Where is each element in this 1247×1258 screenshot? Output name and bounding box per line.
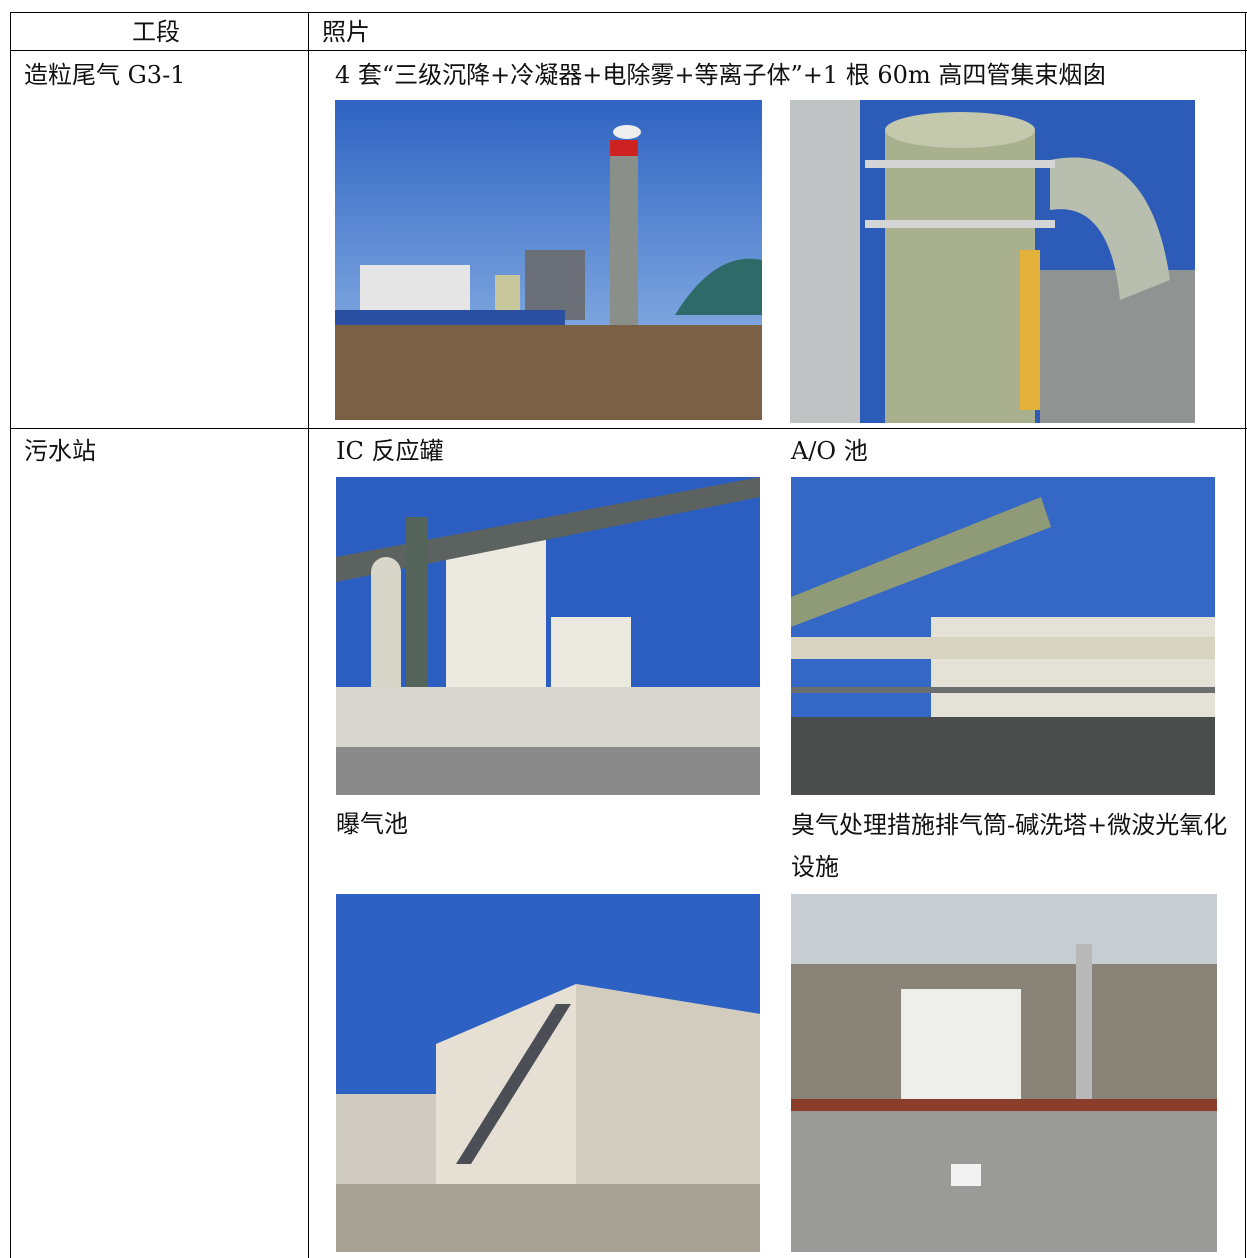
photo bbox=[335, 100, 762, 420]
photo bbox=[791, 477, 1215, 795]
photo-caption: 曝气池 bbox=[336, 810, 408, 838]
border-left bbox=[10, 12, 11, 1258]
photo bbox=[336, 477, 760, 795]
section-label: 污水站 bbox=[24, 437, 96, 465]
border-row bbox=[10, 428, 1247, 429]
border-header bbox=[10, 50, 1247, 51]
header-cell: 工段 bbox=[132, 18, 180, 46]
border-middle bbox=[308, 12, 309, 1258]
photo bbox=[791, 894, 1217, 1252]
photo bbox=[790, 100, 1195, 423]
photo-caption: 臭气处理措施排气筒-碱洗塔+微波光氧化设施 bbox=[791, 811, 1228, 881]
photo-caption: IC 反应罐 bbox=[336, 437, 444, 465]
border-right bbox=[1245, 12, 1246, 1258]
header-cell: 照片 bbox=[322, 18, 370, 46]
section-label: 造粒尾气 G3-1 bbox=[24, 61, 186, 89]
border-top bbox=[10, 12, 1247, 13]
photo-caption: 4 套“三级沉降+冷凝器+电除雾+等离子体”+1 根 60m 高四管集束烟囱 bbox=[335, 61, 1107, 89]
photo bbox=[336, 894, 760, 1252]
photo-caption: A/O 池 bbox=[791, 437, 868, 465]
